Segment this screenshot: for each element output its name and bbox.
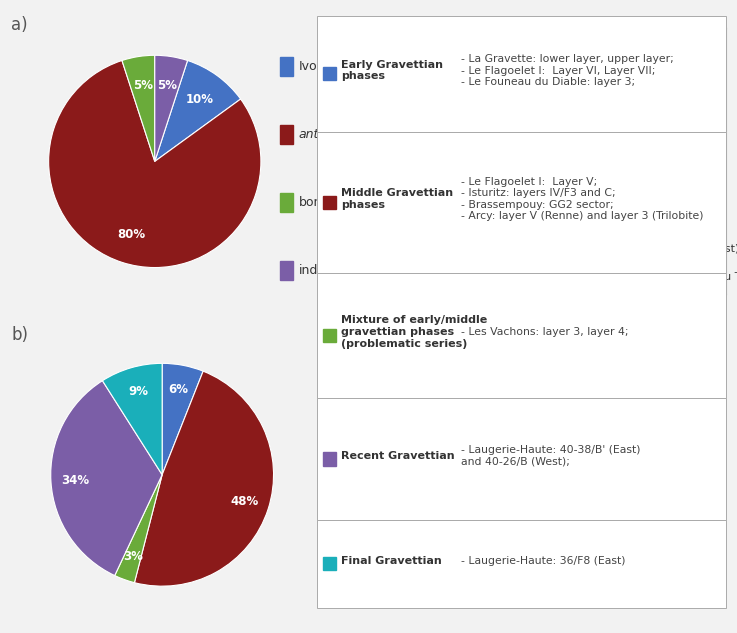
Text: b): b) — [11, 326, 28, 344]
Text: Count made on 15 studied series:: Count made on 15 studied series: — [397, 42, 590, 52]
Text: - Laugerie-Haute: 40-38/B' (East) 40-26/B (West); 36/F8 (East): - Laugerie-Haute: 40-38/B' (East) 40-26/… — [397, 244, 737, 254]
Text: Early Gravettian
phases: Early Gravettian phases — [341, 60, 443, 82]
Wedge shape — [51, 380, 162, 575]
Bar — [280, 192, 293, 212]
Text: 5%: 5% — [157, 80, 177, 92]
Bar — [280, 56, 293, 76]
Bar — [280, 125, 293, 144]
Text: - Le Flagoelet I:  Layer V;
- Isturitz: layers IV/F3 and C;
- Brassempouy: GG2 s: - Le Flagoelet I: Layer V; - Isturitz: l… — [461, 177, 703, 222]
Wedge shape — [155, 55, 187, 161]
Bar — [280, 261, 293, 280]
Text: bone: bone — [298, 196, 329, 209]
Text: 80%: 80% — [117, 228, 145, 241]
Text: Final Gravettian: Final Gravettian — [341, 556, 442, 566]
Text: Ivory: Ivory — [298, 60, 329, 73]
Text: Recent Gravettian: Recent Gravettian — [341, 451, 455, 461]
Text: Mixture of early/middle
gravettian phases
(problematic series): Mixture of early/middle gravettian phase… — [341, 315, 487, 349]
Wedge shape — [115, 475, 162, 582]
Wedge shape — [155, 61, 240, 161]
Text: 48%: 48% — [231, 495, 259, 508]
Wedge shape — [49, 61, 261, 268]
Text: indet.: indet. — [298, 264, 335, 277]
Text: a): a) — [11, 16, 28, 34]
Text: 6%: 6% — [169, 383, 189, 396]
Text: - Arcy-sur-Cure: layer V (grotte du Renne); layer 3 (grotte du Trilobite): - Arcy-sur-Cure: layer V (grotte du Renn… — [397, 272, 737, 282]
Text: 5%: 5% — [133, 80, 153, 92]
Text: - Le Flagoelet I:  Layer V, Layer VI, Layer VII;: - Le Flagoelet I: Layer V, Layer VI, Lay… — [397, 130, 643, 140]
Text: 3%: 3% — [123, 550, 143, 563]
Wedge shape — [122, 55, 155, 161]
Text: antler: antler — [298, 128, 335, 141]
Text: - La Gravette: lower layer, upper layer;: - La Gravette: lower layer, upper layer; — [397, 73, 613, 83]
Text: - Laugerie-Haute: 40-38/B' (East)
and 40-26/B (West);: - Laugerie-Haute: 40-38/B' (East) and 40… — [461, 445, 640, 467]
Text: 10%: 10% — [186, 93, 214, 106]
Text: Middle Gravettian
phases: Middle Gravettian phases — [341, 188, 453, 210]
Text: - Isturitz: layers IV/F3 and C;: - Isturitz: layers IV/F3 and C; — [397, 187, 553, 197]
Text: 34%: 34% — [61, 473, 89, 487]
Wedge shape — [102, 363, 162, 475]
Text: - Le Founeau du Diable: layer 3 (terrasse inférieure);: - Le Founeau du Diable: layer 3 (terrass… — [397, 158, 688, 169]
Text: - Les Vachons: layer 3, layer 4;: - Les Vachons: layer 3, layer 4; — [397, 101, 567, 111]
Text: - Laugerie-Haute: 36/F8 (East): - Laugerie-Haute: 36/F8 (East) — [461, 556, 625, 566]
Text: - Les Vachons: layer 3, layer 4;: - Les Vachons: layer 3, layer 4; — [461, 327, 628, 337]
Text: - La Gravette: lower layer, upper layer;
- Le Flagoelet I:  Layer VI, Layer VII;: - La Gravette: lower layer, upper layer;… — [461, 54, 674, 87]
Wedge shape — [134, 371, 273, 586]
Text: 9%: 9% — [128, 385, 148, 398]
Wedge shape — [162, 363, 203, 475]
Text: - Brassempouy: GG2 sector;: - Brassempouy: GG2 sector; — [397, 215, 551, 225]
